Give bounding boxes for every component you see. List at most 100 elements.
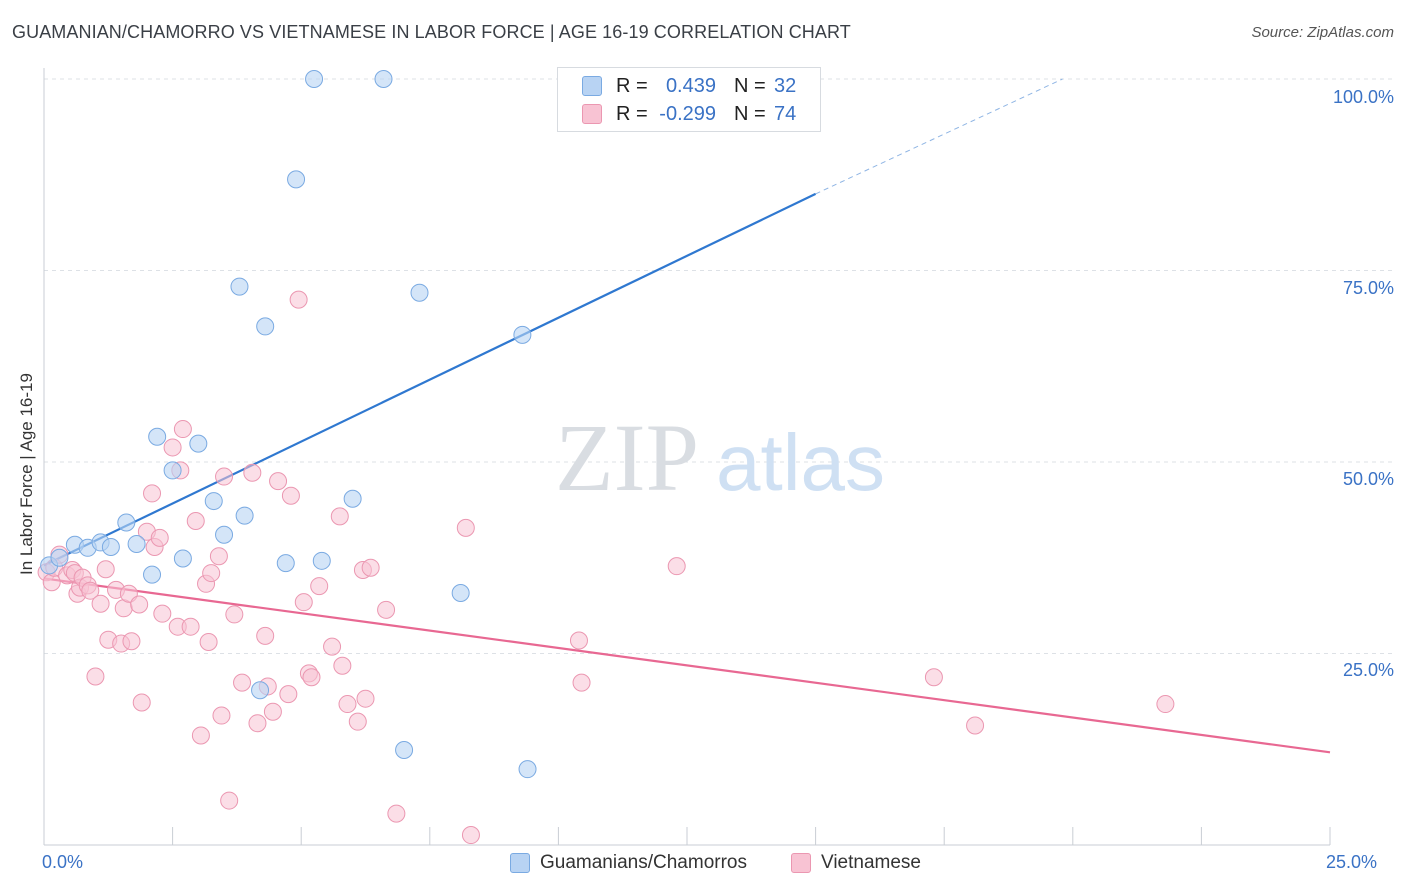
- data-point-guamanian: [251, 681, 270, 700]
- data-point-guamanian: [276, 554, 295, 573]
- data-point-vietnamese: [387, 804, 406, 823]
- data-point-vietnamese: [263, 702, 282, 721]
- data-point-vietnamese: [173, 420, 192, 439]
- trend-line-guamanian-extension: [815, 78, 1063, 195]
- trend-line-vietnamese: [43, 577, 1331, 754]
- data-point-vietnamese: [456, 518, 475, 537]
- series-legend-vietnamese: Vietnamese: [791, 852, 921, 874]
- data-point-guamanian: [204, 492, 223, 511]
- data-point-vietnamese: [281, 486, 300, 505]
- data-point-guamanian: [451, 583, 470, 602]
- legend-swatch-guamanian: [582, 76, 602, 96]
- data-point-guamanian: [287, 170, 306, 189]
- legend-row-vietnamese: R = -0.299 N = 74: [582, 103, 796, 125]
- data-point-guamanian: [374, 70, 393, 88]
- data-point-guamanian: [127, 534, 146, 553]
- data-point-vietnamese: [86, 667, 105, 686]
- series-swatch-guamanian: [510, 853, 530, 873]
- data-point-vietnamese: [1156, 695, 1175, 714]
- data-point-vietnamese: [96, 560, 115, 579]
- data-point-guamanian: [163, 461, 182, 480]
- data-point-vietnamese: [81, 581, 100, 600]
- data-point-guamanian: [395, 741, 414, 760]
- data-point-vietnamese: [130, 595, 149, 614]
- data-point-vietnamese: [209, 547, 228, 566]
- data-point-vietnamese: [199, 633, 218, 652]
- data-point-vietnamese: [181, 617, 200, 636]
- axes: [43, 68, 1331, 846]
- legend-r-value: -0.299: [659, 102, 716, 125]
- data-point-vietnamese: [924, 668, 943, 687]
- data-point-vietnamese: [122, 632, 141, 651]
- watermark: ZIP atlas: [555, 404, 885, 511]
- data-point-guamanian: [343, 489, 362, 508]
- legend-r-value: 0.439: [665, 74, 716, 97]
- data-point-guamanian: [235, 506, 254, 525]
- stats-legend: R = 0.439 N = 32 R = -0.299 N = 74: [557, 67, 821, 132]
- legend-r-label: R =: [616, 102, 648, 125]
- x-tick-label: 0.0%: [42, 852, 84, 872]
- legend-row-guamanian: R = 0.439 N = 32: [582, 75, 796, 97]
- watermark-atlas: atlas: [716, 418, 885, 507]
- legend-n-label: N =: [734, 74, 766, 97]
- data-point-vietnamese: [215, 467, 234, 486]
- data-point-guamanian: [230, 277, 249, 296]
- legend-n-value: 32: [774, 74, 797, 97]
- data-point-guamanian: [312, 551, 331, 570]
- data-point-guamanian: [143, 565, 162, 584]
- data-point-vietnamese: [212, 706, 231, 725]
- data-point-guamanian: [513, 325, 532, 344]
- data-point-vietnamese: [248, 714, 267, 733]
- y-tick-label: 50.0%: [1342, 469, 1394, 489]
- data-point-guamanian: [215, 525, 234, 544]
- data-point-guamanian: [50, 548, 69, 567]
- y-tick-label: 75.0%: [1342, 278, 1394, 298]
- data-point-guamanian: [410, 283, 429, 302]
- data-point-vietnamese: [289, 290, 308, 309]
- watermark-zip: ZIP: [555, 404, 699, 511]
- data-point-guamanian: [117, 513, 136, 532]
- data-point-vietnamese: [667, 557, 686, 576]
- data-point-vietnamese: [356, 689, 375, 708]
- series-swatch-vietnamese: [791, 853, 811, 873]
- data-point-vietnamese: [377, 600, 396, 619]
- data-point-vietnamese: [323, 637, 342, 656]
- data-point-guamanian: [148, 427, 167, 446]
- data-point-guamanian: [305, 70, 324, 88]
- legend-n-value: 74: [774, 102, 797, 125]
- data-point-guamanian: [173, 549, 192, 568]
- x-tick-label: 25.0%: [1326, 852, 1378, 872]
- data-point-vietnamese: [461, 826, 480, 845]
- data-point-guamanian: [256, 317, 275, 336]
- chart-title: GUAMANIAN/CHAMORRO VS VIETNAMESE IN LABO…: [12, 22, 851, 42]
- series-legend-guamanian: Guamanians/Chamorros: [510, 852, 747, 874]
- data-point-vietnamese: [338, 695, 357, 714]
- data-point-vietnamese: [143, 484, 162, 503]
- y-tick-label: 25.0%: [1342, 660, 1394, 680]
- data-point-vietnamese: [279, 685, 298, 704]
- data-point-vietnamese: [569, 631, 588, 650]
- trend-lines: [43, 78, 1331, 754]
- legend-r-label: R =: [616, 74, 648, 97]
- series-legend: Guamanians/Chamorros Vietnamese: [0, 852, 1406, 876]
- data-point-vietnamese: [153, 604, 172, 623]
- data-point-vietnamese: [202, 564, 221, 583]
- legend-n-label: N =: [734, 102, 766, 125]
- data-point-vietnamese: [233, 673, 252, 692]
- data-point-vietnamese: [220, 791, 239, 810]
- data-point-vietnamese: [150, 528, 169, 547]
- data-point-vietnamese: [302, 668, 321, 687]
- data-point-vietnamese: [333, 656, 352, 675]
- data-point-vietnamese: [191, 726, 210, 745]
- data-point-vietnamese: [269, 472, 288, 491]
- y-axis-label: In Labor Force | Age 16-19: [17, 373, 36, 575]
- data-point-vietnamese: [294, 593, 313, 612]
- trend-line-guamanian: [43, 192, 817, 567]
- data-point-vietnamese: [348, 712, 367, 731]
- data-point-guamanian: [189, 434, 208, 453]
- data-point-vietnamese: [225, 605, 244, 624]
- data-point-vietnamese: [256, 626, 275, 645]
- legend-swatch-vietnamese: [582, 104, 602, 124]
- data-point-guamanian: [518, 760, 537, 779]
